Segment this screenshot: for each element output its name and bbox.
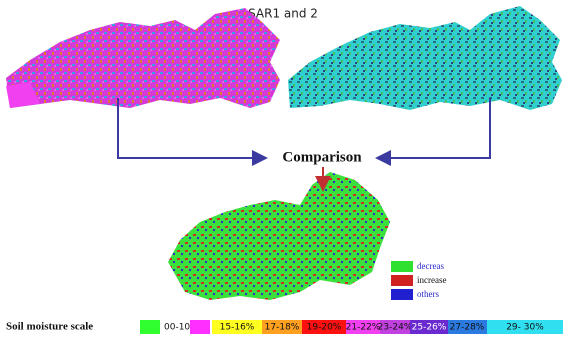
scale-label: 23-24% [378,323,413,333]
scale-label: 17-18% [265,323,300,333]
legend-label: increase [417,275,446,285]
figure: SAR1 and 2 Comparison decreas increase o… [0,0,569,340]
comparison-label: Comparison [282,149,362,165]
legend-swatch [391,289,413,300]
legend-swatch [391,261,413,272]
scale-swatch [140,320,160,334]
scale-label: 25-26% [412,323,447,333]
map-sar2 [288,6,562,110]
legend-label: others [417,289,439,299]
map-sar1 [6,8,280,108]
scale-swatch [190,320,210,334]
scale-label: 19-20% [307,323,342,333]
map-comparison [168,172,390,300]
legend-swatch [391,275,413,286]
scale-label: 00-10 [164,323,190,333]
scale-label: 29- 30% [506,323,544,333]
scale-label: 27-28% [450,323,485,333]
scale-label: 15-16% [220,323,255,333]
scale-label: 21-22% [346,323,381,333]
scale-title: Soil moisture scale [6,321,93,333]
title: SAR1 and 2 [248,7,318,21]
arrow [118,98,266,158]
legend-label: decreas [417,261,444,271]
arrow [377,98,490,158]
